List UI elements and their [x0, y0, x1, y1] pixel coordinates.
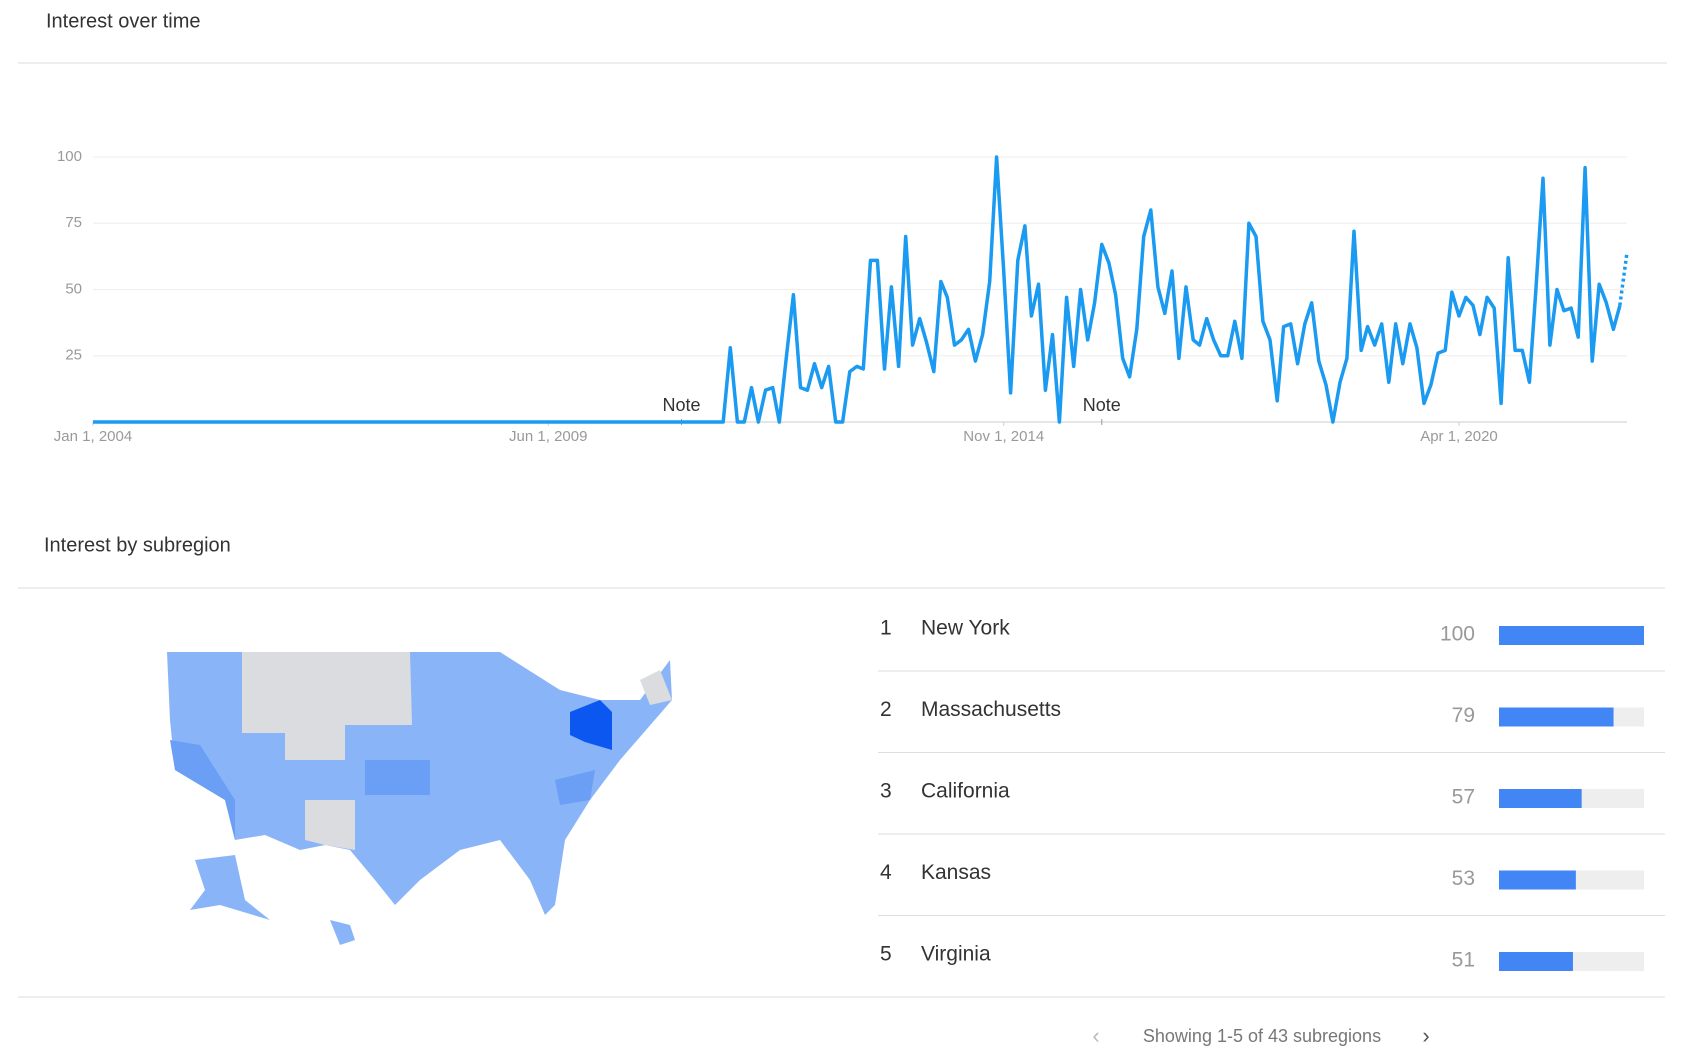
us-map [167, 652, 672, 945]
bar [1499, 789, 1582, 808]
rank: 4 [880, 861, 892, 884]
value-label: 53 [1452, 867, 1475, 890]
region-name: Massachusetts [921, 698, 1061, 721]
rank: 3 [880, 780, 892, 803]
region-name: Virginia [921, 943, 991, 966]
next-page[interactable]: › [1422, 1023, 1429, 1048]
rank: 2 [880, 698, 892, 721]
prev-page[interactable]: ‹ [1092, 1023, 1099, 1048]
map-region [570, 700, 612, 750]
region-name: California [921, 780, 1010, 803]
map-region [555, 770, 595, 805]
region-name: New York [921, 617, 1010, 640]
x-tick-label: Apr 1, 2020 [1420, 428, 1498, 445]
x-tick-label: Jun 1, 2009 [509, 428, 587, 445]
rank: 1 [880, 617, 892, 640]
section-title: Interest by subregion [44, 534, 231, 556]
y-tick-label: 25 [65, 347, 82, 364]
trend-line [93, 155, 1622, 424]
pagination-status: Showing 1-5 of 43 subregions [1143, 1026, 1381, 1046]
map-alaska [190, 855, 270, 920]
bar [1499, 707, 1614, 727]
x-tick-label: Jan 1, 2004 [54, 428, 132, 445]
bar [1499, 952, 1573, 971]
y-tick-label: 100 [57, 148, 82, 165]
map-region [305, 800, 355, 850]
bar [1499, 626, 1644, 645]
value-label: 51 [1452, 949, 1475, 972]
note-label: Note [1083, 395, 1121, 415]
x-tick-label: Nov 1, 2014 [963, 428, 1044, 445]
map-region [640, 670, 672, 705]
rank: 5 [880, 943, 892, 966]
bar [1499, 870, 1576, 890]
value-label: 57 [1452, 786, 1475, 809]
map-region [170, 740, 235, 840]
region-name: Kansas [921, 861, 991, 884]
y-tick-label: 50 [65, 280, 82, 297]
section-title: Interest over time [46, 10, 201, 32]
y-tick-label: 75 [65, 214, 82, 231]
note-label: Note [662, 395, 700, 415]
map-region [242, 652, 412, 760]
value-label: 79 [1452, 704, 1475, 727]
value-label: 100 [1440, 623, 1475, 646]
map-hawaii [330, 920, 355, 945]
partial-line [1618, 252, 1629, 306]
map-region [365, 760, 430, 795]
